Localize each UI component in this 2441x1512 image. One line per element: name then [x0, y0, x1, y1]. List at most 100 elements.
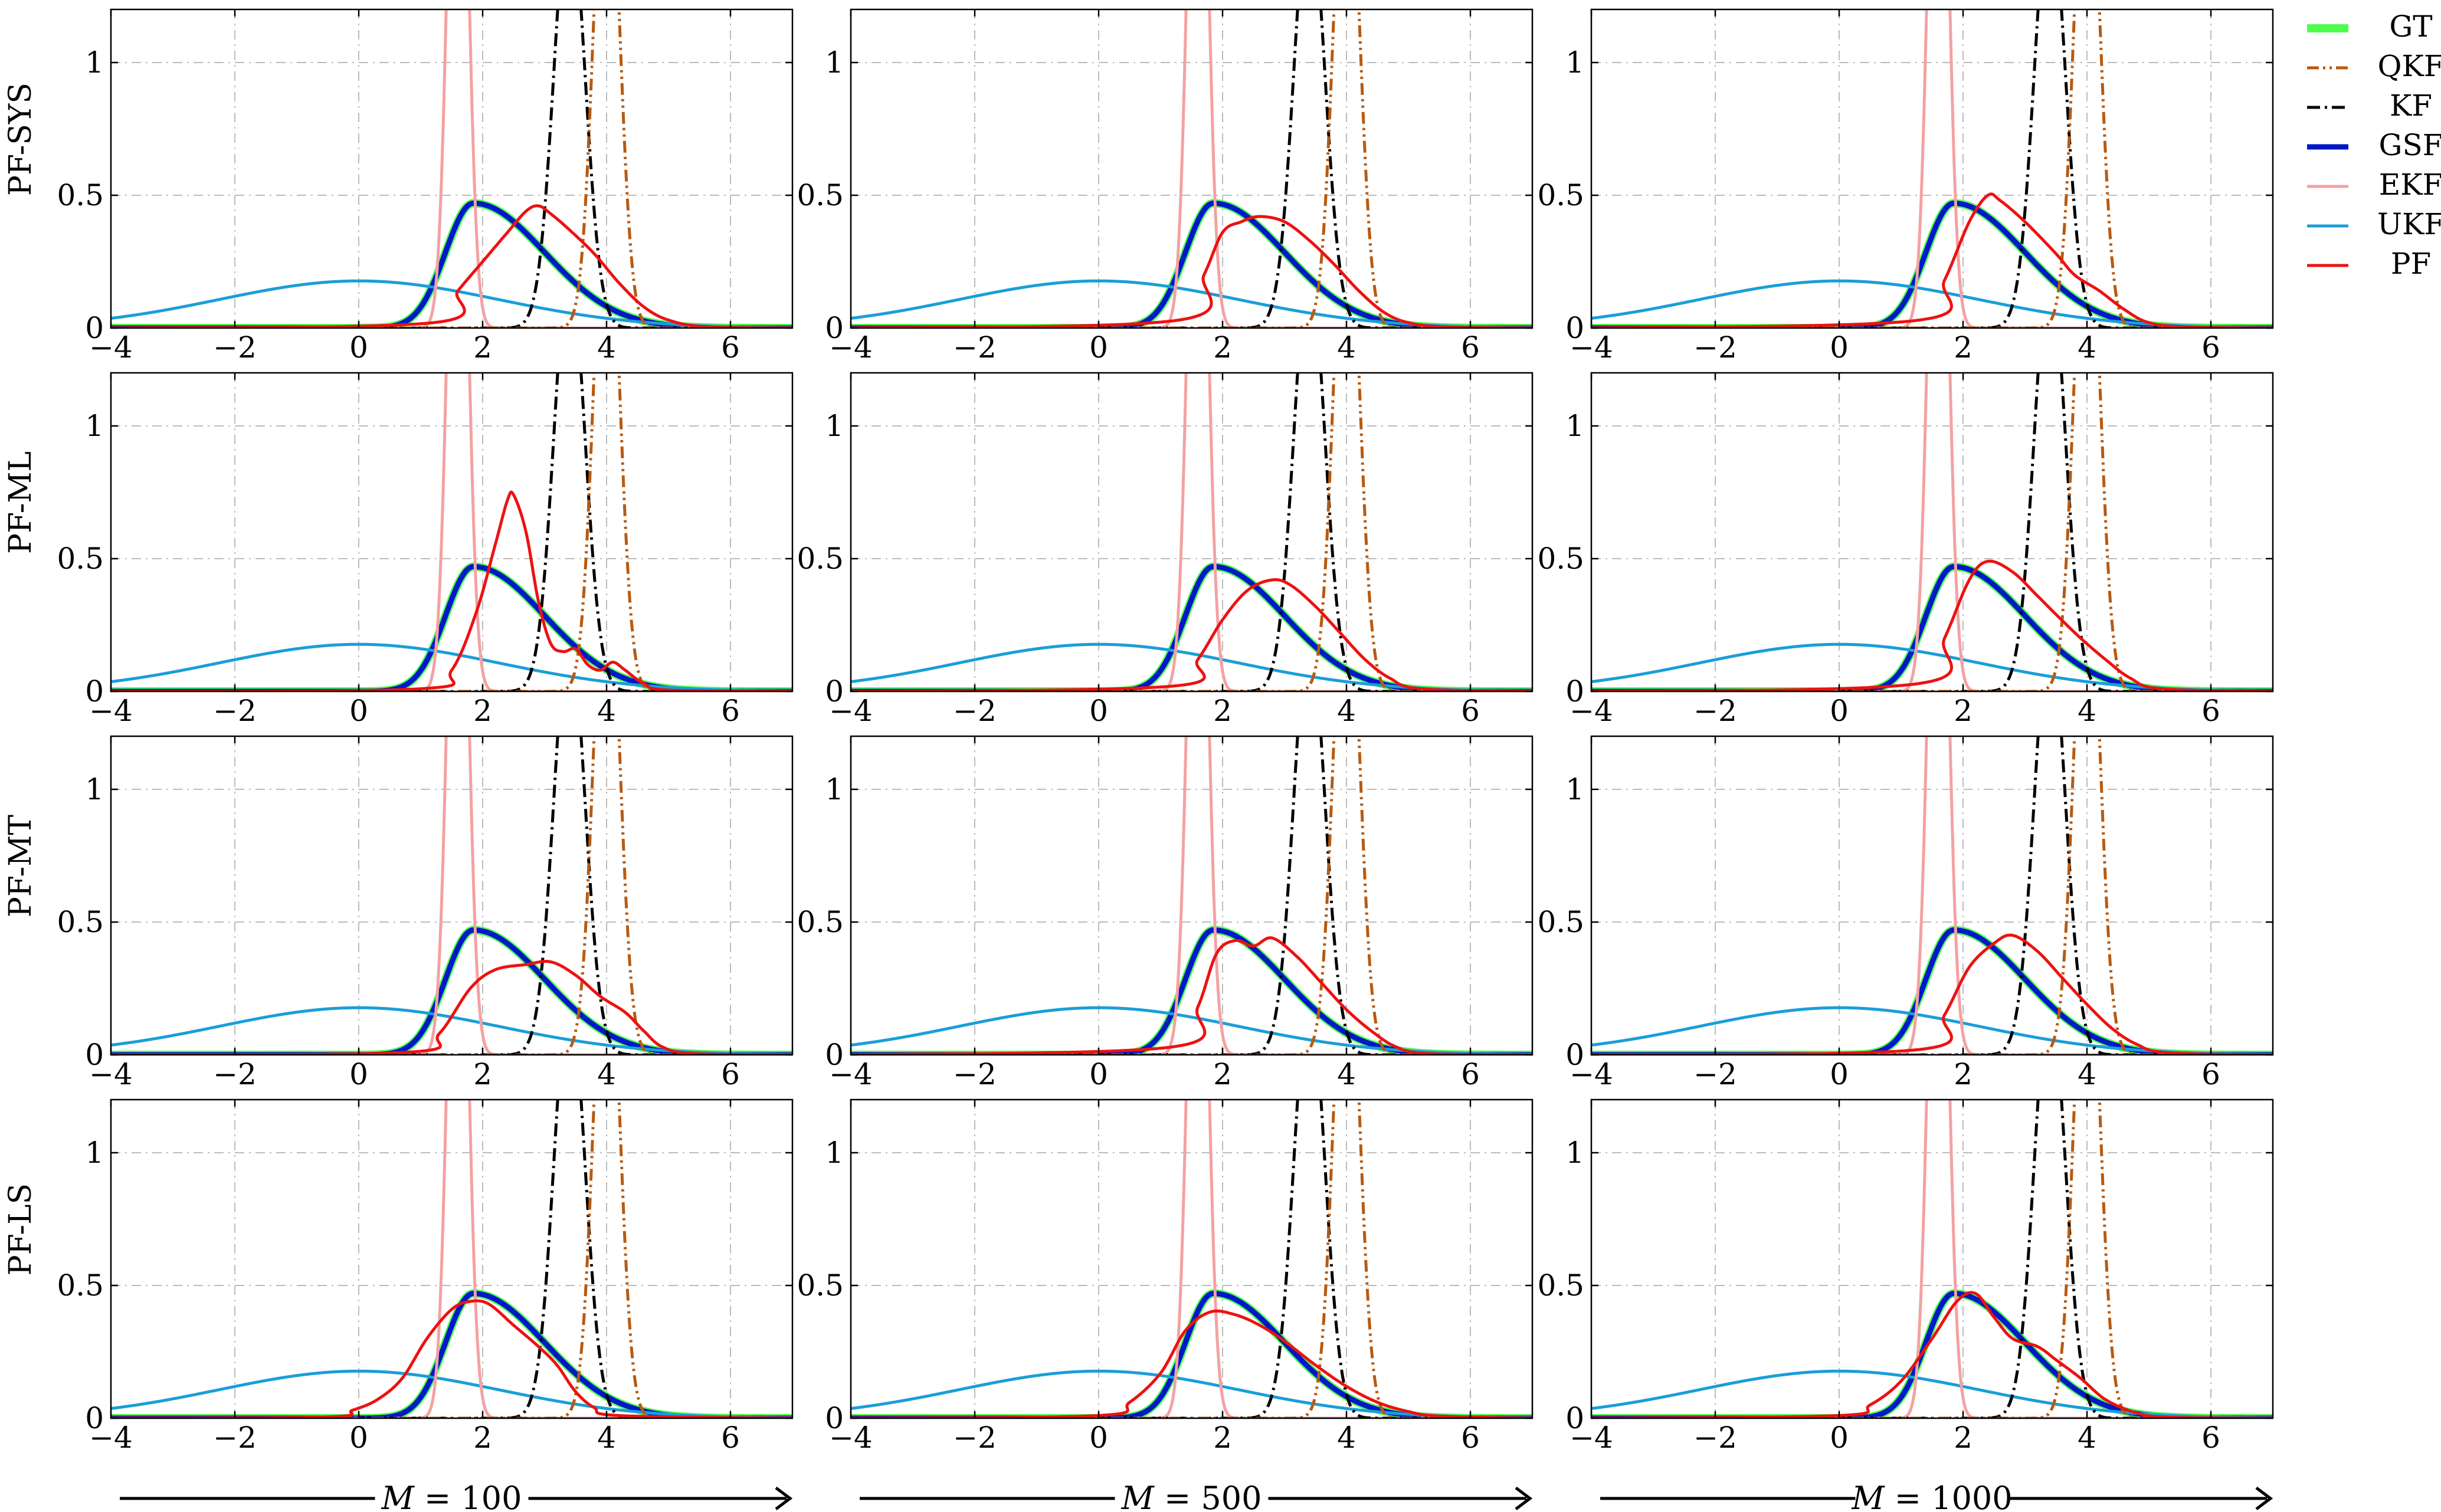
x-tick-label: 2 — [473, 1421, 492, 1455]
x-tick-label: 2 — [1954, 1057, 1973, 1091]
series-ukf-line — [1591, 1369, 2273, 1418]
legend-item-qkf: QKF — [2307, 49, 2441, 83]
x-tick-label: 0 — [1830, 1421, 1849, 1455]
legend-label: KF — [2390, 88, 2432, 123]
x-tick-label: 4 — [1337, 1421, 1356, 1455]
series-pf-line — [111, 490, 792, 691]
x-tick-label: 2 — [1213, 1421, 1232, 1455]
grid — [110, 736, 792, 1055]
series-qkf-line — [851, 9, 1532, 328]
grid — [1591, 736, 2273, 1055]
x-tick-label: 4 — [597, 330, 616, 365]
y-tick-label: 0 — [85, 674, 104, 709]
y-tick-label: 1 — [825, 772, 844, 806]
series-gt-line — [111, 1289, 792, 1418]
m-value-label: M = 500 — [1121, 1480, 1262, 1512]
x-tick-label: 2 — [473, 1057, 492, 1091]
x-tick-label: −2 — [213, 330, 257, 365]
row-label-pf-sys: PF-SYS — [3, 83, 38, 196]
x-tick-label: 4 — [1337, 1057, 1356, 1091]
x-tick-label: −2 — [953, 1057, 997, 1091]
axes-frame — [110, 1098, 794, 1419]
grid — [110, 373, 792, 692]
x-tick-label: 2 — [1954, 1421, 1973, 1455]
x-tick-label: 0 — [1089, 694, 1108, 728]
panel-pf-mt-m1000: −4 −2 0 2 4 6 0 0.5 1 — [1537, 735, 2274, 1091]
x-tick-label: 4 — [597, 694, 616, 728]
curves — [1591, 736, 2273, 1055]
x-tick-label: −4 — [829, 694, 873, 728]
series-gt-line — [1591, 562, 2273, 691]
arrow-head-icon — [1515, 1487, 1533, 1510]
row-label-pf-mt: PF-MT — [3, 815, 38, 918]
axes-frame — [1590, 8, 2274, 329]
series-pf-line — [111, 960, 792, 1055]
panel-grid: −4 −2 0 2 4 600.51−4 −2 0 2 4 600.51−4 −2 0 2 4 600.51−… — [57, 8, 2274, 1455]
y-tick-label: 1 — [825, 1136, 844, 1170]
series-ukf-line — [851, 279, 1532, 328]
x-tick-label: −2 — [213, 1421, 257, 1455]
x-tick-label: −4 — [829, 1057, 873, 1091]
series-ukf-line — [1591, 279, 2273, 328]
series-pf-line — [851, 936, 1532, 1055]
series-pf-line — [1591, 192, 2273, 328]
m-value-label: M = 100 — [381, 1480, 522, 1512]
series-gt-line — [851, 562, 1532, 691]
axes-frame — [850, 735, 1534, 1056]
y-tick-label: 0.5 — [57, 905, 104, 939]
row-label-pf-ls: PF-LS — [3, 1183, 38, 1275]
series-ukf-line — [111, 1369, 792, 1418]
curves — [851, 9, 1532, 328]
series-ukf-line — [111, 279, 792, 328]
y-tick-label: 0.5 — [57, 1268, 104, 1303]
series-gsf-line — [851, 927, 1532, 1055]
x-tick-label: 4 — [2078, 1421, 2096, 1455]
axes-frame — [850, 1098, 1534, 1419]
x-tick-label: 6 — [1461, 1057, 1480, 1091]
arrow-head-icon — [775, 1487, 793, 1510]
x-tick-label: 0 — [1830, 694, 1849, 728]
series-gsf-line — [111, 927, 792, 1055]
panel-pf-mt-m500: −4 −2 0 2 4 6 0 0.5 1 — [797, 735, 1534, 1091]
series-pf-line — [851, 215, 1532, 328]
y-tick-label: 0 — [1565, 674, 1584, 709]
x-tick-label: 0 — [349, 694, 368, 728]
series-gt-line — [851, 926, 1532, 1055]
x-tick-label: −2 — [213, 694, 257, 728]
axes-frame — [110, 735, 794, 1056]
legend-label: GT — [2389, 9, 2432, 44]
x-tick-label: 6 — [1461, 694, 1480, 728]
series-gt-line — [1591, 926, 2273, 1055]
y-tick-label: 0.5 — [797, 178, 844, 212]
x-tick-label: 2 — [1213, 1057, 1232, 1091]
y-tick-label: 1 — [85, 45, 104, 80]
series-gt-line — [1591, 1289, 2273, 1418]
y-tick-label: 1 — [1565, 1136, 1584, 1170]
y-tick-label: 0.5 — [797, 905, 844, 939]
legend-label: EKF — [2379, 168, 2441, 202]
x-tick-label: 0 — [349, 330, 368, 365]
panel-pf-sys-m500: −4 −2 0 2 4 6 0 0.5 1 — [797, 8, 1534, 365]
x-tick-label: 0 — [1830, 330, 1849, 365]
panel-pf-ls-m100: −4 −2 0 2 4 6 0 0.5 1 — [57, 1098, 794, 1455]
x-tick-label: 2 — [1213, 694, 1232, 728]
series-gt-line — [851, 199, 1532, 328]
y-tick-label: 0.5 — [57, 178, 104, 212]
x-tick-label: −2 — [1693, 330, 1737, 365]
x-tick-label: −2 — [1693, 694, 1737, 728]
legend-item-kf: KF — [2307, 88, 2432, 123]
x-tick-label: −4 — [89, 694, 133, 728]
y-tick-label: 1 — [825, 45, 844, 80]
column-label-m100: M = 100 — [120, 1480, 793, 1512]
series-pf-line — [111, 204, 792, 328]
legend-label: QKF — [2377, 49, 2441, 83]
column-label-m1000: M = 1000 — [1600, 1480, 2273, 1512]
x-tick-label: 2 — [1954, 694, 1973, 728]
series-ekf-line — [111, 9, 792, 328]
y-tick-label: 1 — [825, 409, 844, 443]
curves — [111, 373, 792, 691]
curves — [111, 9, 792, 328]
axes-frame — [1590, 372, 2274, 693]
row-label-pf-ml: PF-ML — [3, 451, 38, 554]
legend-label: UKF — [2377, 207, 2441, 241]
